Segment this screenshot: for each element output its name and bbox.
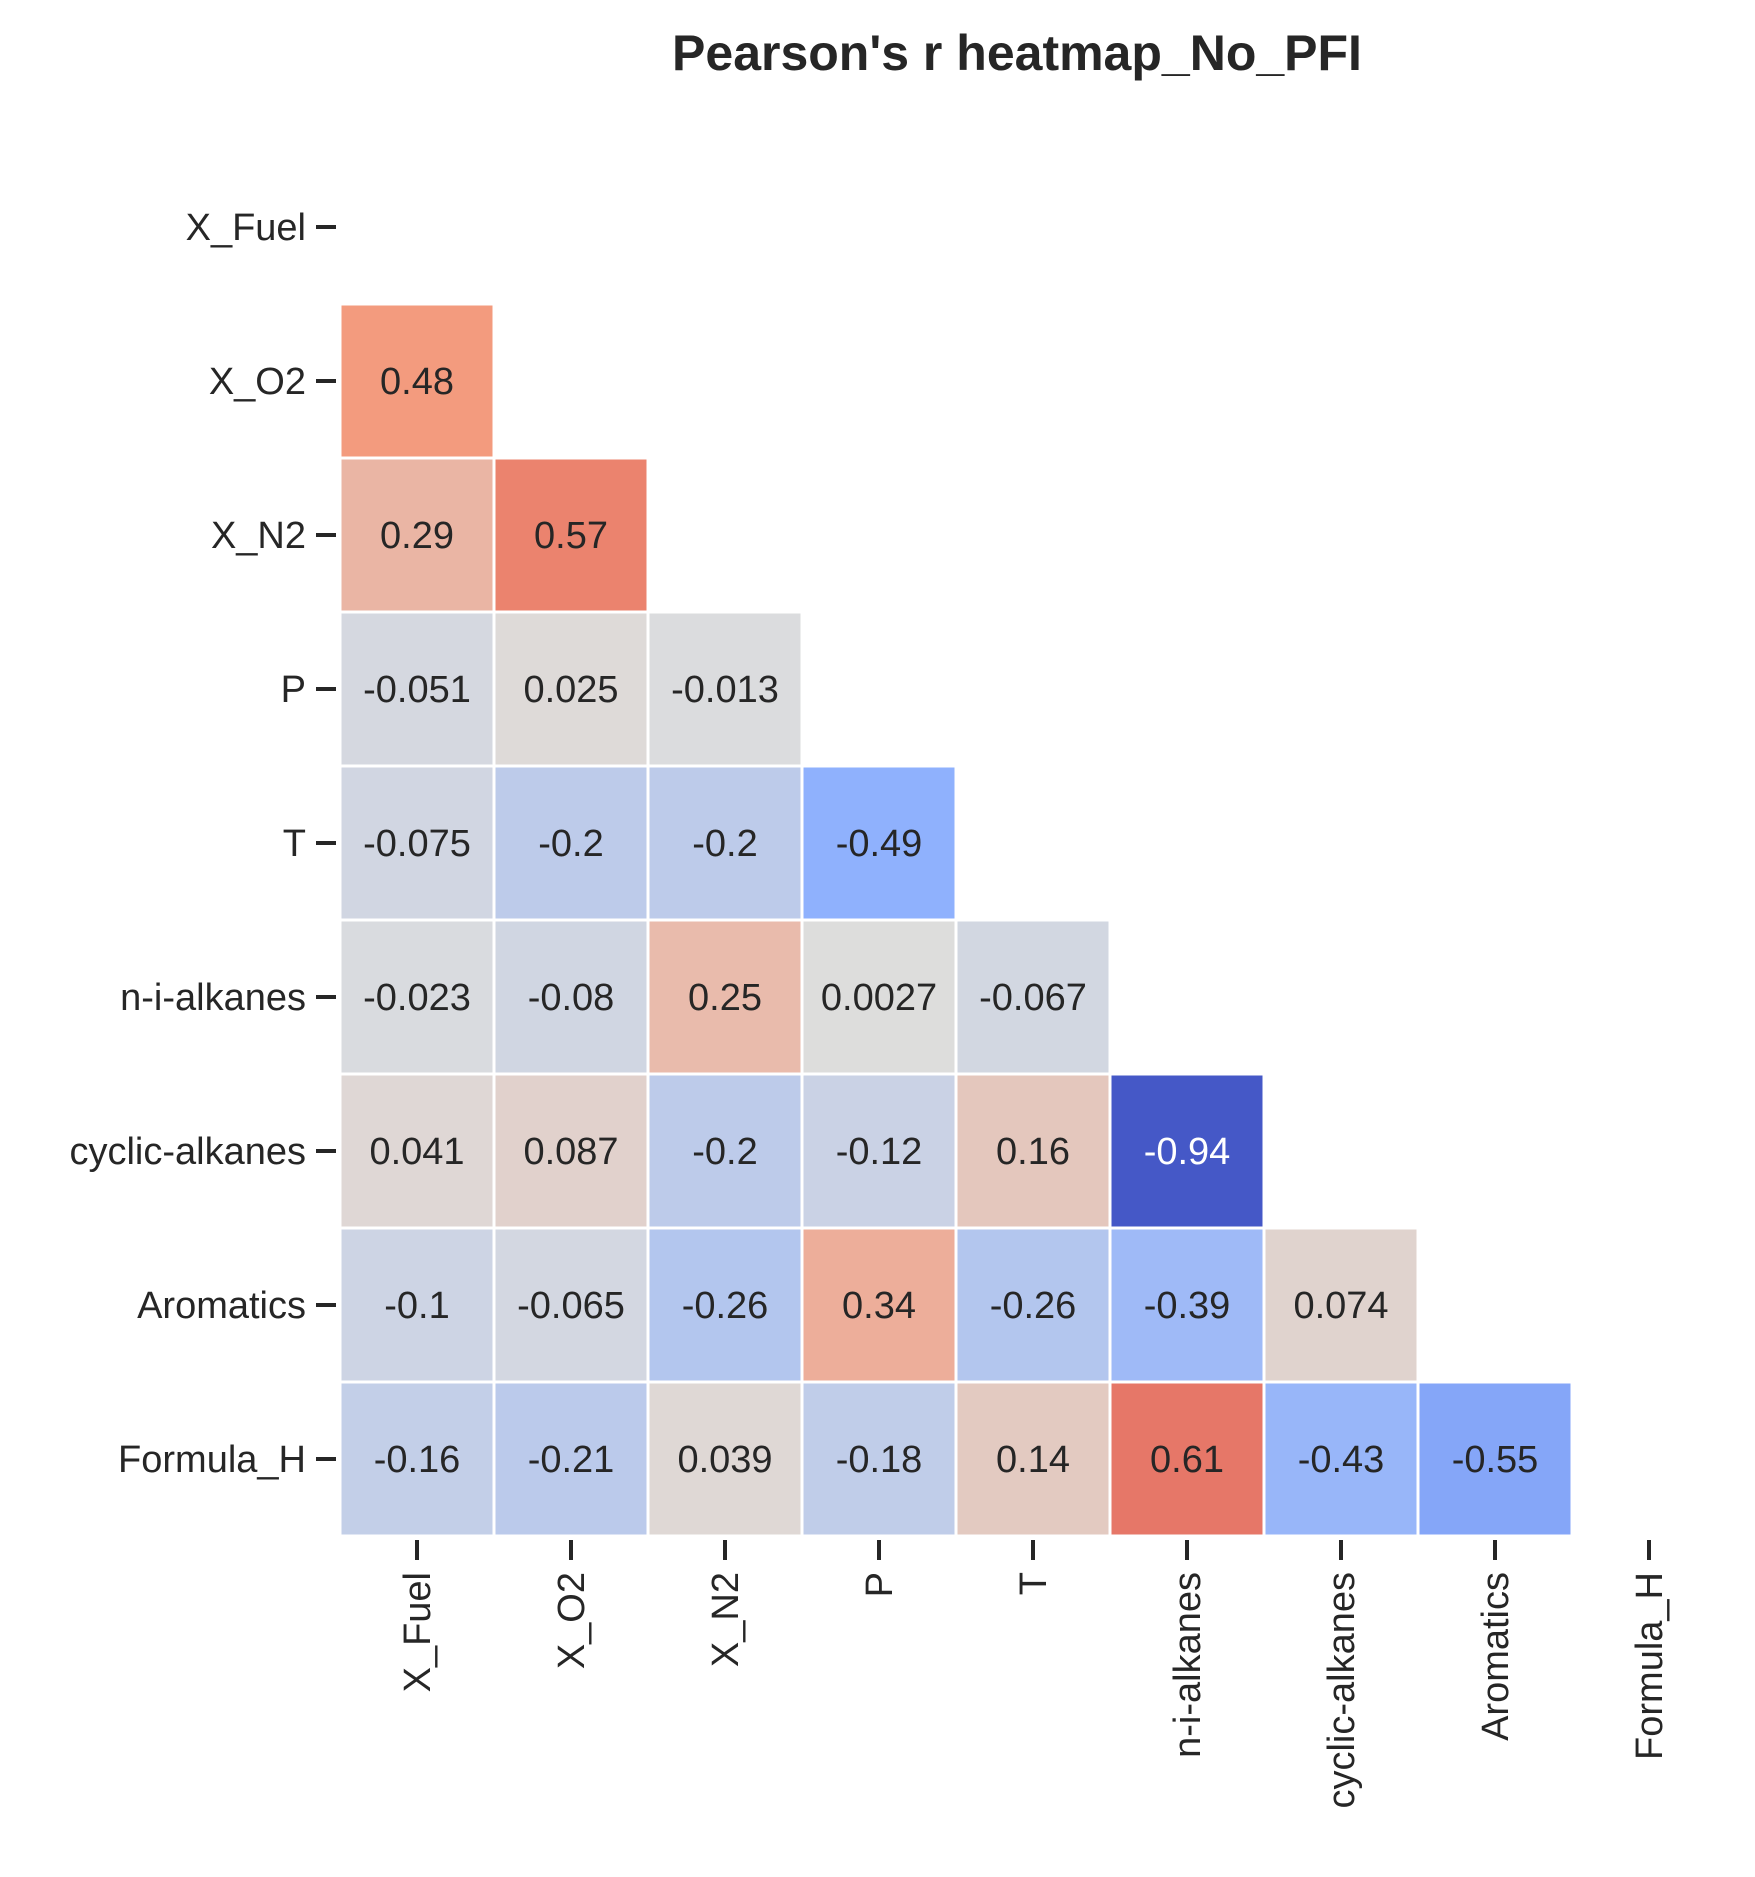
cell-value-label: -0.1: [384, 1285, 449, 1327]
heatmap-cell: [338, 1072, 496, 1230]
y-tick-label: Formula_H: [118, 1439, 306, 1481]
heatmap-cells: 0.48 0.29 0.57 -0.051 0.025 -0.013 -0.075 -0.2 -…: [338, 302, 1574, 1538]
heatmap-cell: [1416, 1380, 1574, 1538]
heatmap-cell: [646, 610, 804, 768]
x-tick-label: P: [859, 1572, 901, 1597]
cell-value-label: 0.25: [688, 977, 762, 1019]
heatmap-cell: [646, 1072, 804, 1230]
cell-value-label: 0.025: [523, 669, 618, 711]
cell-value-label: 0.48: [380, 361, 454, 403]
cell-value-label: -0.023: [363, 977, 471, 1019]
heatmap-cell: [338, 456, 496, 614]
y-tick-label: X_Fuel: [186, 207, 306, 249]
cell-value-label: -0.26: [990, 1285, 1077, 1327]
heatmap-cell: [1108, 1380, 1266, 1538]
heatmap-cell: [492, 764, 650, 922]
heatmap-cell: [1262, 1226, 1420, 1384]
cell-value-label: -0.2: [692, 1131, 757, 1173]
cell-value-label: 0.087: [523, 1131, 618, 1173]
heatmap-cell: [800, 1072, 958, 1230]
heatmap-cell: [492, 1072, 650, 1230]
cell-value-label: -0.16: [374, 1439, 461, 1481]
y-tick-label: T: [283, 823, 306, 865]
x-tick-label: cyclic-alkanes: [1321, 1572, 1363, 1809]
y-tick-label: P: [281, 669, 306, 711]
heatmap-cell: [646, 1380, 804, 1538]
cell-value-label: -0.065: [517, 1285, 625, 1327]
heatmap-cell: [492, 1226, 650, 1384]
cell-value-label: 0.14: [996, 1439, 1070, 1481]
y-tick-label: Aromatics: [137, 1285, 306, 1327]
cell-value-label: -0.18: [836, 1439, 923, 1481]
cell-value-label: -0.43: [1298, 1439, 1385, 1481]
heatmap-cell: [1262, 1380, 1420, 1538]
y-axis: X_Fuel X_O2 X_N2 P Tn-i-alkanes cyclic-alkane…: [69, 207, 336, 1481]
x-tick-label: Formula_H: [1629, 1572, 1671, 1760]
cell-value-label: -0.051: [363, 669, 471, 711]
chart-title: Pearson's r heatmap_No_PFI: [672, 25, 1362, 81]
cell-value-label: 0.0027: [821, 977, 937, 1019]
x-tick-label: X_O2: [551, 1572, 593, 1669]
x-tick-label: n-i-alkanes: [1167, 1572, 1209, 1758]
x-tick-label: Aromatics: [1475, 1572, 1517, 1741]
cell-value-label: -0.26: [682, 1285, 769, 1327]
cell-value-label: 0.57: [534, 515, 608, 557]
cell-value-label: 0.074: [1293, 1285, 1388, 1327]
y-tick-label: X_N2: [211, 515, 306, 557]
heatmap-cell: [1108, 1226, 1266, 1384]
cell-value-label: 0.16: [996, 1131, 1070, 1173]
heatmap-cell: [338, 1226, 496, 1384]
cell-value-label: -0.2: [692, 823, 757, 865]
cell-value-label: -0.08: [528, 977, 615, 1019]
heatmap-cell: [492, 918, 650, 1076]
cell-value-label: -0.013: [671, 669, 779, 711]
heatmap-cell: [954, 1072, 1112, 1230]
heatmap-cell: [1108, 1072, 1266, 1230]
y-tick-label: cyclic-alkanes: [69, 1131, 306, 1173]
cell-value-label: 0.61: [1150, 1439, 1224, 1481]
cell-value-label: -0.21: [528, 1439, 615, 1481]
heatmap-cell: [800, 764, 958, 922]
cell-value-label: -0.94: [1144, 1131, 1231, 1173]
heatmap-cell: [338, 302, 496, 460]
cell-value-label: -0.49: [836, 823, 923, 865]
cell-value-label: 0.29: [380, 515, 454, 557]
heatmap-cell: [492, 456, 650, 614]
x-tick-label: T: [1013, 1572, 1055, 1595]
cell-value-label: -0.39: [1144, 1285, 1231, 1327]
y-tick-label: n-i-alkanes: [120, 977, 306, 1019]
cell-value-label: -0.075: [363, 823, 471, 865]
cell-value-label: -0.067: [979, 977, 1087, 1019]
cell-value-label: 0.34: [842, 1285, 916, 1327]
heatmap-cell: [338, 1380, 496, 1538]
cell-value-label: 0.041: [369, 1131, 464, 1173]
cell-value-label: 0.039: [677, 1439, 772, 1481]
heatmap-cell: [800, 918, 958, 1076]
x-tick-label: X_N2: [705, 1572, 747, 1667]
x-tick-label: X_Fuel: [397, 1572, 439, 1692]
heatmap-cell: [800, 1226, 958, 1384]
cell-value-label: -0.2: [538, 823, 603, 865]
cell-value-label: -0.55: [1452, 1439, 1539, 1481]
cell-value-label: -0.12: [836, 1131, 923, 1173]
y-tick-label: X_O2: [209, 361, 306, 403]
